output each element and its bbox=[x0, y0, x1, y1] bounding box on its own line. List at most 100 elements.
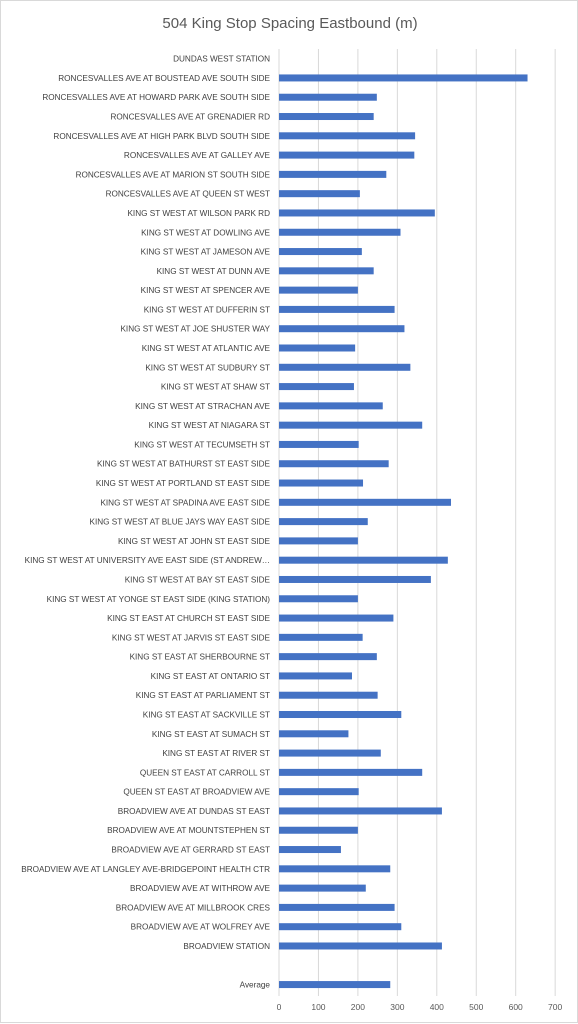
category-label: BROADVIEW AVE AT LANGLEY AVE-BRIDGEPOINT… bbox=[21, 865, 270, 874]
x-tick-label: 200 bbox=[351, 1002, 365, 1012]
category-label: KING ST WEST AT DUNN AVE bbox=[157, 267, 271, 276]
bar bbox=[279, 113, 374, 121]
bar bbox=[279, 267, 374, 275]
category-label: RONCESVALLES AVE AT MARION ST SOUTH SIDE bbox=[76, 170, 271, 179]
category-label: RONCESVALLES AVE AT GRENADIER RD bbox=[110, 113, 270, 122]
x-tick-label: 500 bbox=[469, 1002, 483, 1012]
category-label: KING ST WEST AT SPADINA AVE EAST SIDE bbox=[100, 498, 270, 507]
bar bbox=[279, 305, 395, 313]
category-label: KING ST WEST AT TECUMSETH ST bbox=[134, 440, 270, 449]
category-label: KING ST EAST AT CHURCH ST EAST SIDE bbox=[107, 614, 270, 623]
bar bbox=[279, 942, 442, 950]
bar bbox=[279, 633, 363, 641]
bar bbox=[279, 248, 362, 256]
bar bbox=[279, 170, 387, 178]
bar bbox=[279, 479, 364, 487]
category-label: KING ST WEST AT BAY ST EAST SIDE bbox=[125, 575, 271, 584]
bar bbox=[279, 846, 341, 854]
x-tick-label: 700 bbox=[548, 1002, 562, 1012]
category-label: Average bbox=[240, 981, 271, 990]
category-label: KING ST WEST AT NIAGARA ST bbox=[149, 421, 270, 430]
bar bbox=[279, 93, 377, 101]
category-label: RONCESVALLES AVE AT BOUSTEAD AVE SOUTH S… bbox=[58, 74, 270, 83]
category-label: KING ST WEST AT SHAW ST bbox=[161, 383, 270, 392]
category-label: KING ST WEST AT JARVIS ST EAST SIDE bbox=[112, 633, 271, 642]
category-label: BROADVIEW AVE AT DUNDAS ST EAST bbox=[118, 807, 270, 816]
bar bbox=[279, 711, 402, 719]
category-label: RONCESVALLES AVE AT HIGH PARK BLVD SOUTH… bbox=[53, 132, 270, 141]
bar bbox=[279, 865, 391, 873]
bar bbox=[279, 344, 356, 352]
x-tick-label: 0 bbox=[277, 1002, 282, 1012]
category-label: KING ST EAST AT SUMACH ST bbox=[152, 730, 270, 739]
bar bbox=[279, 363, 411, 371]
category-labels: DUNDAS WEST STATION RONCESVALLES AVE AT B… bbox=[21, 55, 270, 990]
bar bbox=[279, 730, 349, 738]
category-label: RONCESVALLES AVE AT HOWARD PARK AVE SOUT… bbox=[42, 93, 270, 102]
category-label: KING ST WEST AT PORTLAND ST EAST SIDE bbox=[96, 479, 271, 488]
category-label: BROADVIEW AVE AT MOUNTSTEPHEN ST bbox=[107, 826, 270, 835]
category-label: KING ST WEST AT JOE SHUSTER WAY bbox=[120, 325, 270, 334]
category-label: KING ST EAST AT ONTARIO ST bbox=[151, 672, 270, 681]
category-label: KING ST WEST AT STRACHAN AVE bbox=[135, 402, 270, 411]
category-label: KING ST WEST AT BATHURST ST EAST SIDE bbox=[97, 460, 271, 469]
bar bbox=[279, 498, 452, 506]
category-label: KING ST WEST AT ATLANTIC AVE bbox=[142, 344, 271, 353]
bar bbox=[279, 981, 391, 989]
category-label: KING ST EAST AT RIVER ST bbox=[162, 749, 270, 758]
bar bbox=[279, 903, 395, 911]
category-label: KING ST EAST AT SACKVILLE ST bbox=[143, 711, 270, 720]
category-label: RONCESVALLES AVE AT QUEEN ST WEST bbox=[106, 190, 270, 199]
bar bbox=[279, 672, 352, 680]
category-label: KING ST WEST AT DOWLING AVE bbox=[141, 228, 270, 237]
bar bbox=[279, 788, 359, 796]
bar bbox=[279, 768, 423, 776]
category-label: KING ST WEST AT JOHN ST EAST SIDE bbox=[118, 537, 270, 546]
bar bbox=[279, 614, 394, 622]
category-label: KING ST WEST AT YONGE ST EAST SIDE (KING… bbox=[47, 595, 271, 604]
category-label: DUNDAS WEST STATION bbox=[173, 55, 270, 64]
bar bbox=[279, 440, 359, 448]
bars bbox=[279, 74, 528, 989]
category-label: KING ST WEST AT SPENCER AVE bbox=[141, 286, 271, 295]
bar bbox=[279, 209, 435, 217]
chart-title: 504 King Stop Spacing Eastbound (m) bbox=[162, 15, 417, 32]
category-label: KING ST WEST AT WILSON PARK RD bbox=[127, 209, 270, 218]
bar bbox=[279, 653, 377, 661]
category-label: KING ST EAST AT SHERBOURNE ST bbox=[130, 653, 270, 662]
bar bbox=[279, 286, 358, 294]
category-label: KING ST WEST AT DUFFERIN ST bbox=[144, 305, 270, 314]
category-label: KING ST WEST AT UNIVERSITY AVE EAST SIDE… bbox=[25, 556, 270, 565]
bar bbox=[279, 325, 405, 333]
bar bbox=[279, 826, 358, 834]
bar bbox=[279, 595, 358, 603]
bar bbox=[279, 556, 448, 564]
x-axis-ticks: 0 100 200 300 400 500 600 700 bbox=[277, 1002, 563, 1012]
category-label: QUEEN ST EAST AT BROADVIEW AVE bbox=[123, 788, 270, 797]
bar bbox=[279, 402, 383, 410]
category-label: BROADVIEW AVE AT GERRARD ST EAST bbox=[111, 846, 270, 855]
bar bbox=[279, 460, 389, 468]
category-label: KING ST EAST AT PARLIAMENT ST bbox=[136, 691, 270, 700]
bar bbox=[279, 923, 402, 931]
category-label: BROADVIEW AVE AT MILLBROOK CRES bbox=[116, 903, 271, 912]
category-label: BROADVIEW STATION bbox=[183, 942, 270, 951]
bar bbox=[279, 74, 528, 82]
bar bbox=[279, 884, 366, 892]
x-tick-label: 300 bbox=[390, 1002, 404, 1012]
x-tick-label: 600 bbox=[509, 1002, 523, 1012]
bar bbox=[279, 537, 358, 545]
category-label: KING ST WEST AT JAMESON AVE bbox=[141, 248, 271, 257]
bar bbox=[279, 151, 415, 159]
bar bbox=[279, 421, 423, 429]
category-label: BROADVIEW AVE AT WOLFREY AVE bbox=[131, 923, 271, 932]
category-label: QUEEN ST EAST AT CARROLL ST bbox=[140, 768, 270, 777]
bar bbox=[279, 383, 354, 391]
bar bbox=[279, 190, 360, 198]
category-label: BROADVIEW AVE AT WITHROW AVE bbox=[130, 884, 271, 893]
bar bbox=[279, 518, 368, 526]
bar bbox=[279, 575, 431, 583]
category-label: KING ST WEST AT BLUE JAYS WAY EAST SIDE bbox=[90, 518, 271, 527]
